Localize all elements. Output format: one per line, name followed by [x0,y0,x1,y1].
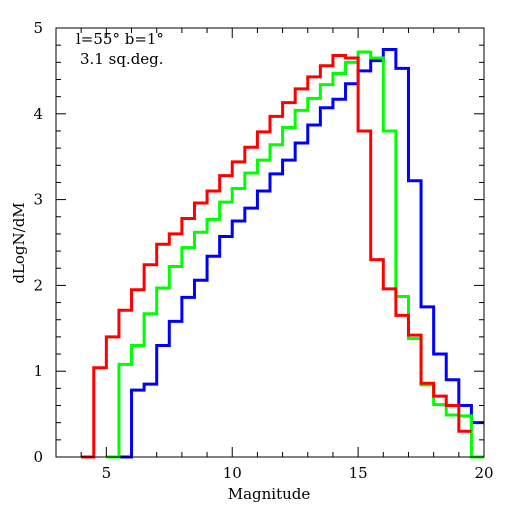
y-axis-label: dLogN/dM [10,202,28,283]
plot-border [55,27,485,458]
y-tick-label: 2 [33,276,43,294]
x-axis-label: Magnitude [228,485,311,503]
x-tick-label: 15 [349,464,368,482]
tick-labels: 5 10 15 20 0 1 2 3 4 5 [33,19,493,482]
x-tick-label: 5 [102,464,112,482]
y-tick-label: 1 [33,362,43,380]
y-tick-label: 0 [33,448,43,466]
series-layer [81,47,484,459]
x-tick-label: 10 [223,464,242,482]
series-line-1 [106,50,484,459]
plot-frame [55,27,485,458]
annotation-coordinates: l=55° b=1° [76,30,164,48]
series-line-0 [118,47,484,459]
y-tick-label: 3 [33,191,43,209]
x-tick-label: 20 [474,464,493,482]
ticks [55,27,485,458]
y-tick-label: 4 [33,105,43,123]
y-tick-label: 5 [33,19,43,37]
series-line-2 [81,53,472,459]
annotation-area: 3.1 sq.deg. [80,50,164,68]
